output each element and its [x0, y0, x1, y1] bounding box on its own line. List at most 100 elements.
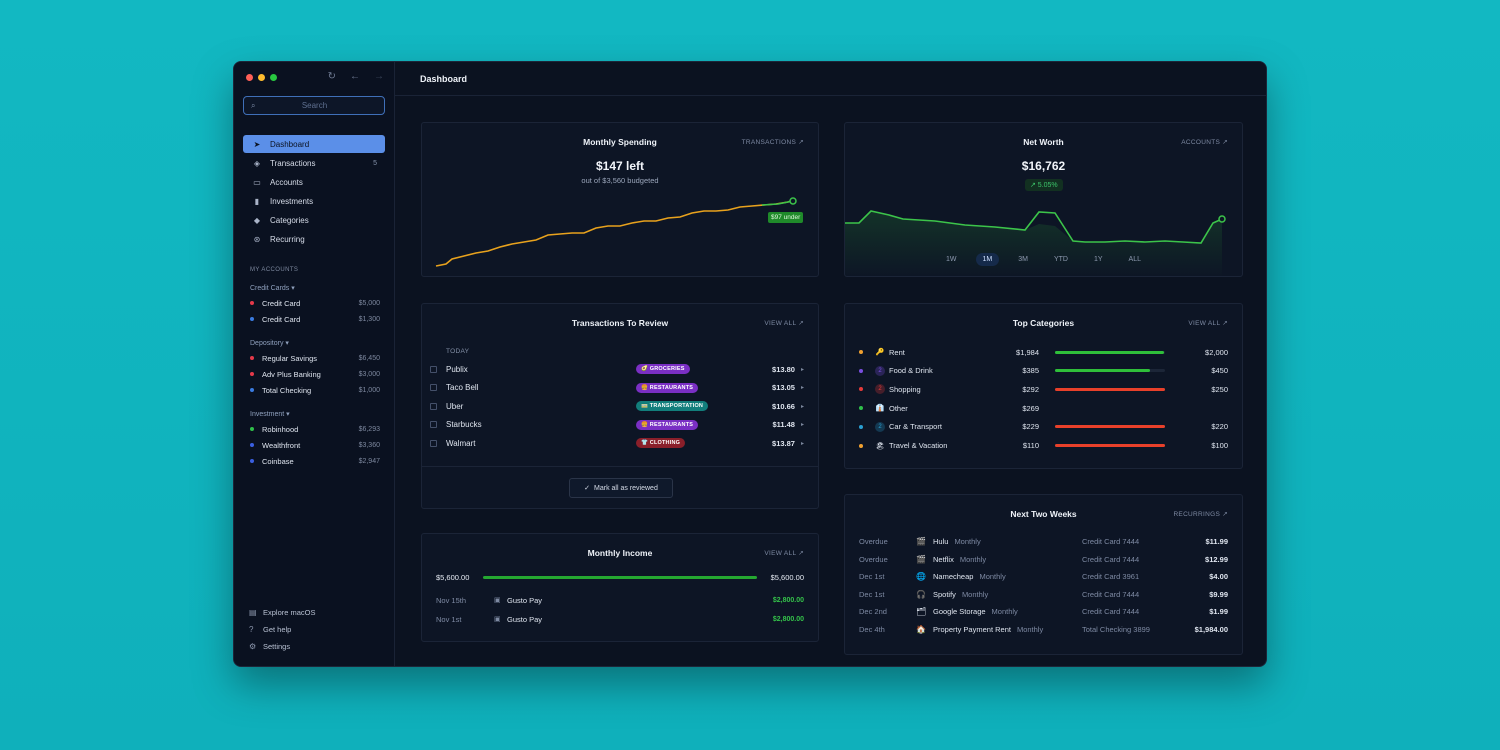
account-item[interactable]: Wealthfront $3,360: [250, 437, 380, 453]
account-color-dot: [250, 317, 254, 321]
row-menu-icon[interactable]: ▸: [800, 422, 804, 428]
category-row[interactable]: 2 Shopping $292 $250: [859, 381, 1228, 397]
footer-link-get-help[interactable]: ? Get help: [249, 625, 379, 634]
account-group-toggle[interactable]: Depository ▾: [250, 340, 289, 347]
account-item[interactable]: Credit Card $5,000: [250, 295, 380, 311]
search-icon: ⌕: [251, 100, 256, 110]
row-menu-icon[interactable]: ▸: [800, 366, 804, 373]
spending-line-tail: [761, 199, 795, 206]
transactions-link[interactable]: TRANSACTIONS ↗: [741, 139, 804, 146]
range-option-3m[interactable]: 3M: [1018, 256, 1028, 263]
recurring-row[interactable]: Overdue 🎬 Hulu Monthly Credit Card 7444 $11.9…: [859, 533, 1228, 550]
review-checkbox[interactable]: [430, 384, 437, 391]
page-title: Dashboard: [395, 62, 1266, 96]
table-row[interactable]: Taco Bell 🍔 RESTAURANTS $13.05 ▸: [430, 380, 804, 396]
account-item[interactable]: Adv Plus Banking $3,000: [250, 366, 380, 382]
category-tag[interactable]: 👕 CLOTHING: [636, 438, 686, 448]
accounts-link[interactable]: ACCOUNTS ↗: [1181, 139, 1228, 146]
category-row[interactable]: 2 Food & Drink $385 $450: [859, 363, 1228, 379]
account-balance: $3,360: [358, 441, 380, 449]
recurrings-link[interactable]: RECURRINGS ↗: [1173, 511, 1228, 518]
recurring-name: Netflix: [933, 554, 954, 564]
category-budget-fill: [1055, 425, 1165, 429]
recurring-amount: $12.99: [1205, 554, 1228, 564]
range-selector: 1W 1M 3M YTD 1Y ALL: [845, 253, 1242, 266]
sidebar-item-transactions[interactable]: ◈ Transactions 5: [243, 154, 385, 172]
sidebar-item-accounts[interactable]: ▭ Accounts: [243, 173, 385, 191]
receipt-icon: ▣: [494, 616, 501, 623]
review-checkbox[interactable]: [430, 365, 437, 373]
income-amount: $2,800.00: [772, 596, 804, 604]
transaction-name: Publix: [446, 364, 468, 374]
income-expected: $5,600.00: [770, 573, 804, 582]
account-group-toggle[interactable]: Credit Cards ▾: [250, 285, 295, 292]
review-checkbox[interactable]: [430, 402, 437, 410]
category-icon: 2: [871, 421, 889, 432]
close-window-button[interactable]: [246, 74, 253, 81]
category-color-dot: [859, 443, 863, 448]
category-row[interactable]: 🔑 Rent $1,984 $2,000: [859, 344, 1228, 360]
forward-arrow-icon[interactable]: →: [374, 71, 384, 82]
account-item[interactable]: Coinbase $2,947: [250, 453, 380, 469]
review-checkbox[interactable]: [430, 439, 437, 447]
sidebar-item-recurring[interactable]: ⊛ Recurring: [243, 230, 385, 248]
row-menu-icon[interactable]: ▸: [800, 440, 804, 447]
footer-link-label: Settings: [263, 642, 291, 651]
sidebar-item-investments[interactable]: ▮ Investments: [243, 192, 385, 210]
recurring-name: Spotify: [933, 589, 956, 599]
recurring-row[interactable]: Overdue 🎬 Netflix Monthly Credit Card 7444 $1…: [859, 551, 1228, 568]
category-row[interactable]: 👔 Other $269: [859, 400, 1228, 416]
account-item[interactable]: Total Checking $1,000: [250, 382, 380, 398]
transactions-review-card: Transactions To Review VIEW ALL ↗ TODAY …: [421, 303, 819, 509]
account-item[interactable]: Credit Card $1,300: [250, 311, 380, 327]
category-icon: 🔑: [875, 349, 885, 356]
recurring-row[interactable]: Dec 1st 🌐 Namecheap Monthly Credit Card 3961…: [859, 568, 1228, 585]
recurring-row[interactable]: Dec 1st 🎧 Spotify Monthly Credit Card 7444 $9…: [859, 586, 1228, 603]
navigation-arrow-icon: ➤: [253, 139, 261, 149]
category-tag[interactable]: 🍔 RESTAURANTS: [636, 382, 699, 393]
table-row[interactable]: Walmart 👕 CLOTHING $13.87 ▸: [430, 435, 804, 451]
row-menu-icon[interactable]: ▸: [800, 385, 804, 391]
categories-view-all-link[interactable]: VIEW ALL ↗: [1188, 320, 1228, 327]
category-budget-fill: [1055, 369, 1150, 373]
table-row[interactable]: Uber 🚃 TRANSPORTATION $10.66 ▸: [430, 398, 804, 414]
table-row[interactable]: Publix 🥑 GROCERIES $13.80 ▸: [430, 361, 804, 377]
zoom-window-button[interactable]: [270, 74, 277, 81]
refresh-icon[interactable]: ↻: [327, 71, 336, 82]
range-option-all[interactable]: ALL: [1128, 256, 1141, 263]
account-balance: $1,300: [358, 315, 380, 323]
search-input[interactable]: ⌕ Search: [243, 96, 385, 115]
income-row[interactable]: Nov 15th ▣ Gusto Pay $2,800.00: [436, 592, 804, 608]
income-view-all-link[interactable]: VIEW ALL ↗: [764, 550, 804, 557]
range-option-1y[interactable]: 1Y: [1093, 256, 1103, 263]
sidebar-item-dashboard[interactable]: ➤ Dashboard: [243, 135, 385, 153]
table-row[interactable]: Starbucks 🍔 RESTAURANTS $11.48 ▸: [430, 417, 804, 433]
review-view-all-link[interactable]: VIEW ALL ↗: [764, 320, 804, 327]
account-item[interactable]: Robinhood $6,293: [250, 421, 380, 437]
income-row[interactable]: Nov 1st ▣ Gusto Pay $2,800.00: [436, 611, 804, 627]
account-item[interactable]: Regular Savings $6,450: [250, 350, 380, 366]
range-option-ytd[interactable]: YTD: [1053, 256, 1068, 263]
sidebar-item-categories[interactable]: ◆ Categories: [243, 211, 385, 229]
category-name: Travel & Vacation: [889, 441, 948, 450]
range-option-1m[interactable]: 1M: [975, 253, 1000, 266]
category-tag[interactable]: 🥑 GROCERIES: [636, 364, 690, 374]
review-checkbox[interactable]: [430, 421, 437, 428]
footer-link-settings[interactable]: ⚙ Settings: [249, 642, 379, 651]
tag-icon: ◆: [253, 215, 261, 225]
category-tag[interactable]: 🍔 RESTAURANTS: [636, 419, 699, 430]
minimize-window-button[interactable]: [258, 74, 265, 81]
range-option-1w[interactable]: 1W: [946, 256, 957, 263]
footer-link-explore-macos[interactable]: ▤ Explore macOS: [249, 608, 379, 617]
row-menu-icon[interactable]: ▸: [800, 403, 804, 410]
recurring-row[interactable]: Dec 2nd 🗂 Google Storage Monthly Credit Card…: [859, 603, 1228, 620]
account-group-toggle[interactable]: Investment ▾: [250, 411, 290, 418]
category-budget: $100: [1211, 441, 1228, 450]
recurring-row[interactable]: Dec 4th 🏠 Property Payment Rent Monthly Tota…: [859, 621, 1228, 638]
category-row[interactable]: 2 Car & Transport $229 $220: [859, 419, 1228, 435]
category-row[interactable]: 🏖 Travel & Vacation $110 $100: [859, 438, 1228, 454]
mark-all-reviewed-button[interactable]: ✓ Mark all as reviewed: [569, 478, 673, 498]
income-name: Gusto Pay: [507, 614, 543, 624]
category-tag[interactable]: 🚃 TRANSPORTATION: [636, 401, 709, 411]
back-arrow-icon[interactable]: ←: [350, 71, 360, 82]
